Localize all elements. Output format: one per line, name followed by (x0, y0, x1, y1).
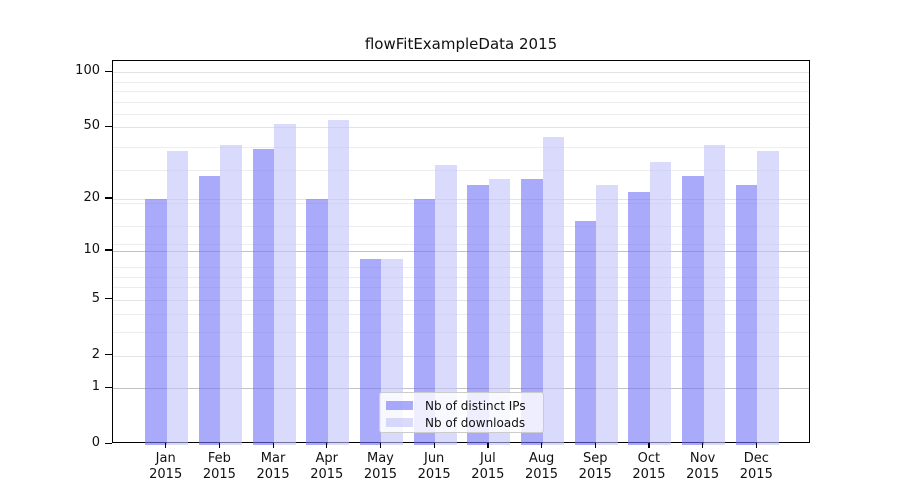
gridline (113, 81, 809, 83)
gridline (113, 250, 809, 252)
x-tick (487, 443, 489, 448)
bar-distinct-ips-nov (682, 175, 704, 445)
bar-distinct-ips-aug (521, 178, 543, 445)
legend-swatch-downloads (386, 418, 413, 427)
gridline (113, 267, 809, 269)
y-tick-label: 100 (75, 63, 100, 79)
bar-downloads-dec (757, 151, 779, 445)
y-tick (105, 125, 112, 128)
x-tick-label: May 2015 (363, 451, 397, 482)
y-tick-label: 1 (91, 379, 100, 395)
bar-downloads-mar (274, 124, 296, 445)
y-tick-label: 2 (91, 346, 100, 362)
x-tick (165, 443, 167, 448)
gridline (113, 225, 809, 227)
x-tick-label: Sep 2015 (578, 451, 612, 482)
bar-downloads-aug (542, 137, 565, 445)
bar-distinct-ips-jul (467, 184, 489, 445)
legend-entry-downloads: Nb of downloads (386, 414, 537, 431)
gridline (113, 299, 809, 301)
y-tick (105, 298, 112, 300)
y-tick (105, 70, 112, 73)
gridline (113, 170, 809, 172)
x-tick-label: Dec 2015 (739, 451, 773, 482)
gridline (113, 355, 809, 357)
x-tick-label: Aug 2015 (524, 451, 559, 482)
gridline (113, 332, 809, 334)
x-tick (755, 443, 757, 448)
bar-distinct-ips-feb (198, 175, 221, 445)
x-tick-label: Nov 2015 (686, 451, 720, 482)
legend-label-downloads: Nb of downloads (425, 415, 526, 430)
bar-downloads-jan (166, 151, 189, 445)
x-tick (648, 443, 650, 448)
y-tick (105, 442, 112, 444)
x-tick-label: Jun 2015 (417, 451, 451, 482)
gridline (113, 91, 809, 93)
gridline (113, 101, 809, 103)
legend-entry-distinct-ips: Nb of distinct IPs (386, 397, 537, 414)
x-tick (433, 443, 435, 448)
legend-label-distinct-ips: Nb of distinct IPs (425, 398, 526, 413)
bar-distinct-ips-mar (252, 149, 275, 445)
x-tick-label: Jan 2015 (149, 451, 183, 482)
gridline (113, 146, 809, 148)
x-tick-label: Apr 2015 (310, 451, 344, 482)
bar-downloads-sep (596, 184, 618, 445)
y-tick (105, 354, 112, 356)
bar-distinct-ips-jan (145, 198, 167, 445)
x-tick-label: Oct 2015 (632, 451, 666, 482)
bar-downloads-feb (220, 144, 242, 445)
x-tick (272, 443, 274, 448)
bar-distinct-ips-apr (306, 198, 328, 445)
gridline (113, 243, 809, 245)
x-tick (594, 443, 596, 448)
y-tick (105, 386, 112, 388)
gridline (113, 72, 809, 74)
gridline (113, 198, 809, 200)
legend-swatch-distinct-ips (386, 401, 413, 410)
y-tick-label: 5 (91, 290, 100, 306)
gridline (113, 127, 809, 129)
plot-area: Nb of distinct IPs Nb of downloads (112, 60, 810, 445)
bar-downloads-nov (703, 144, 726, 445)
x-tick (218, 443, 221, 448)
bar-distinct-ips-sep (574, 220, 597, 445)
x-tick (702, 443, 704, 448)
bar-downloads-jun (435, 164, 457, 445)
y-tick (105, 197, 112, 199)
gridline (113, 276, 809, 278)
x-tick (379, 443, 382, 448)
bar-distinct-ips-oct (628, 191, 650, 445)
gridline (113, 202, 809, 204)
bar-downloads-jul (488, 178, 511, 445)
x-tick (541, 443, 543, 448)
gridline (113, 388, 809, 390)
y-tick-label: 10 (83, 241, 100, 257)
legend: Nb of distinct IPs Nb of downloads (379, 392, 544, 433)
bar-downloads-apr (327, 119, 350, 445)
gridline (113, 314, 809, 316)
x-tick (326, 443, 328, 448)
gridline (113, 114, 809, 116)
bar-distinct-ips-may (359, 258, 382, 445)
chart-title: flowFitExampleData 2015 (364, 35, 558, 53)
y-tick-label: 20 (83, 189, 100, 205)
x-tick-label: Jul 2015 (471, 451, 505, 482)
x-tick-label: Feb 2015 (202, 451, 236, 482)
bar-downloads-oct (649, 162, 672, 445)
y-tick (105, 249, 112, 251)
bar-distinct-ips-dec (735, 184, 758, 445)
x-tick-label: Mar 2015 (256, 451, 290, 482)
y-tick-label: 0 (91, 435, 100, 450)
y-tick-label: 50 (83, 118, 100, 134)
bar-distinct-ips-jun (413, 198, 436, 445)
gridline (113, 287, 809, 289)
